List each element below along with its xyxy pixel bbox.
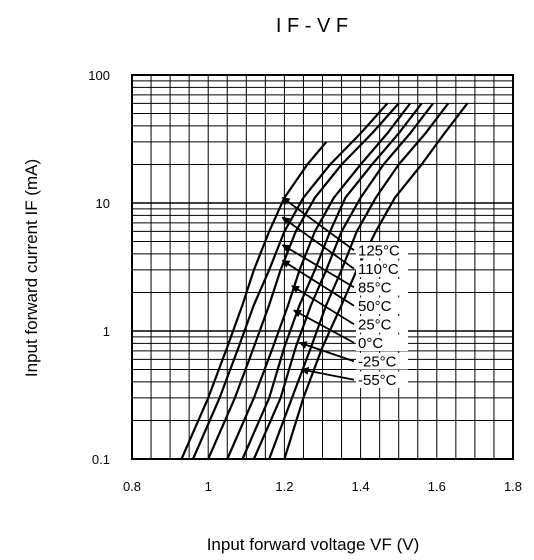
callout-arrow <box>298 341 355 363</box>
chart-title: I F - V F <box>276 15 348 37</box>
x-tick-label: 1.6 <box>428 479 446 494</box>
series-line-2 <box>191 102 389 460</box>
callout-label-background <box>356 371 408 388</box>
callout-label-background <box>356 279 408 296</box>
y-axis-label: Input forward current IF (mA) <box>22 159 41 377</box>
callout-arrow <box>281 244 355 289</box>
callout-arrow <box>281 259 355 307</box>
callout-label-background <box>356 242 408 259</box>
y-tick-label: 10 <box>96 196 110 211</box>
callout-label: 125°C <box>358 242 400 259</box>
callout-label: 110°C <box>358 261 399 278</box>
y-tick-label: 0.1 <box>92 452 110 467</box>
callout-label: 85°C <box>358 279 392 296</box>
callout-label: 50°C <box>358 298 392 315</box>
x-tick-label: 1.4 <box>352 479 370 494</box>
series-line-1 <box>180 141 328 460</box>
y-tick-labels: 0.1 1 10 100 <box>88 68 110 467</box>
series-line-5 <box>241 102 423 460</box>
callout-label: -25°C <box>358 353 397 370</box>
x-tick-label: 0.8 <box>123 479 141 494</box>
grid <box>132 75 513 459</box>
series-line-6 <box>252 102 434 460</box>
callout-label-background <box>356 334 408 351</box>
series-line-4 <box>226 102 411 460</box>
x-tick-labels: 0.8 1 1.2 1.4 1.6 1.8 <box>123 479 522 494</box>
callout-arrow <box>291 285 355 326</box>
series-group <box>180 102 469 460</box>
callout-arrow <box>293 309 355 344</box>
plot-area-frame <box>131 74 514 460</box>
y-tick-label: 100 <box>88 68 110 83</box>
callout-arrow <box>281 216 355 270</box>
callout-label: -55°C <box>358 372 397 389</box>
callout-label-background <box>356 297 408 314</box>
callout-label-background <box>356 353 408 370</box>
x-tick-label: 1.2 <box>275 479 293 494</box>
callout-arrow <box>300 366 355 381</box>
callout-group: 125°C 110°C85°C 50°C25°C 0°C-25°C -55°C <box>281 196 408 389</box>
callout-label: 25°C <box>358 316 392 333</box>
callout-label-background <box>356 316 408 333</box>
x-tick-label: 1.8 <box>504 479 522 494</box>
callout-label-background <box>356 260 408 277</box>
y-tick-label: 1 <box>103 324 110 339</box>
callout-arrow <box>281 196 355 251</box>
x-tick-label: 1 <box>205 479 212 494</box>
callout-label: 0°C <box>358 335 383 352</box>
x-axis-label: Input forward voltage VF (V) <box>207 535 420 554</box>
